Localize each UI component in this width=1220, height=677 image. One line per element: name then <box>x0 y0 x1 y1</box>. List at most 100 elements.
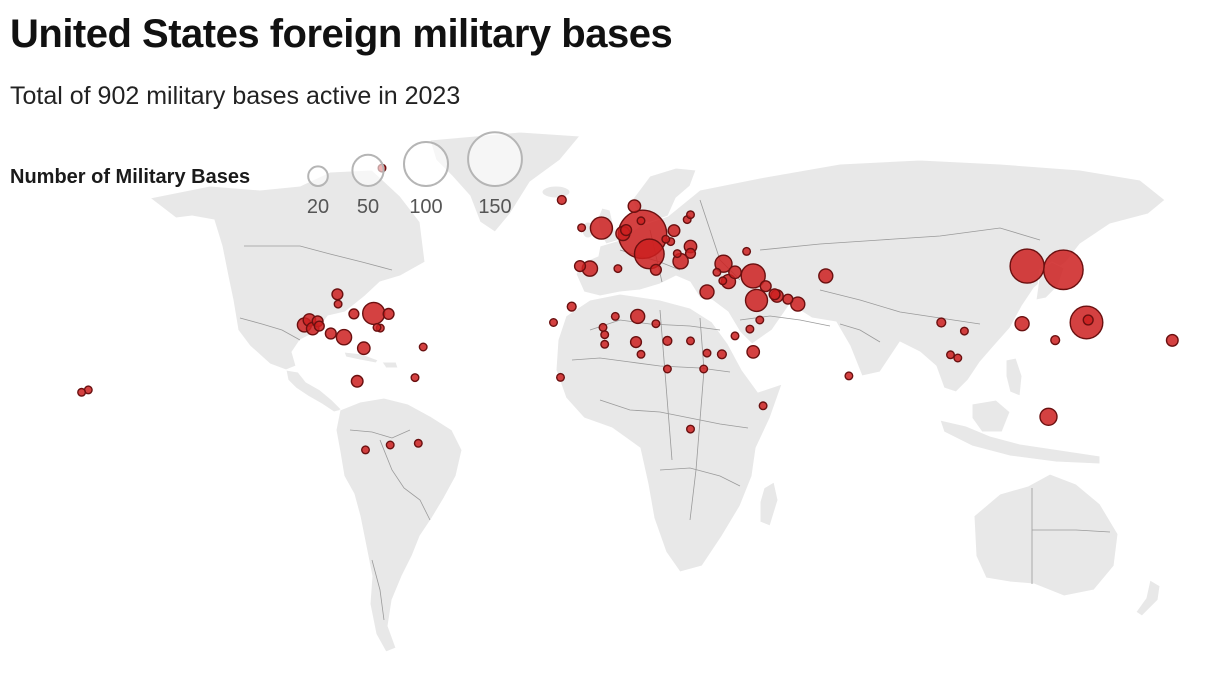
base-bubble[interactable] <box>619 224 633 237</box>
base-bubble[interactable] <box>818 268 834 284</box>
base-bubble[interactable] <box>333 299 343 309</box>
base-bubble[interactable] <box>413 438 423 448</box>
border-russia-china <box>759 227 1041 251</box>
base-bubble[interactable] <box>629 336 643 349</box>
legend-circle-150 <box>467 131 523 188</box>
base-bubble[interactable] <box>636 216 646 226</box>
base-bubble[interactable] <box>1009 248 1045 284</box>
base-bubble[interactable] <box>782 293 794 305</box>
base-bubble[interactable] <box>746 344 761 359</box>
base-bubble[interactable] <box>410 373 420 383</box>
base-bubble[interactable] <box>633 238 665 270</box>
base-bubble[interactable] <box>382 307 395 321</box>
base-bubble[interactable] <box>598 322 608 332</box>
base-bubble[interactable] <box>1039 407 1058 426</box>
base-bubble[interactable] <box>730 331 740 341</box>
base-bubble[interactable] <box>577 223 587 233</box>
base-bubble[interactable] <box>77 387 87 397</box>
base-bubble[interactable] <box>699 284 715 300</box>
landmass-north-america <box>148 169 426 371</box>
base-bubble[interactable] <box>714 254 733 273</box>
border-central-africa <box>599 399 749 429</box>
base-bubble[interactable] <box>702 348 712 358</box>
base-bubble[interactable] <box>684 247 697 260</box>
base-bubble[interactable] <box>728 265 742 280</box>
legend-circles <box>307 131 523 188</box>
base-bubble[interactable] <box>549 318 559 328</box>
base-bubble[interactable] <box>613 264 623 274</box>
base-bubble[interactable] <box>418 342 428 352</box>
base-bubble[interactable] <box>759 280 772 293</box>
base-bubble[interactable] <box>372 322 382 332</box>
base-bubble[interactable] <box>959 326 969 336</box>
border-australia-2 <box>1032 529 1111 533</box>
base-bubble[interactable] <box>651 319 661 329</box>
base-bubble[interactable] <box>718 276 728 286</box>
landmass-hispaniola <box>381 361 399 369</box>
base-bubble[interactable] <box>1014 316 1030 332</box>
border-africa-vertical <box>659 309 673 461</box>
base-bubble[interactable] <box>661 234 671 244</box>
base-bubble[interactable] <box>745 324 755 334</box>
land-masses <box>148 131 1166 653</box>
base-bubble[interactable] <box>686 210 696 220</box>
base-bubble[interactable] <box>699 364 709 374</box>
base-bubble[interactable] <box>385 440 395 450</box>
base-bubble[interactable] <box>667 224 681 238</box>
legend-label-50: 50 <box>356 196 380 218</box>
base-bubble[interactable] <box>350 374 364 388</box>
landmass-iceland <box>541 185 571 199</box>
base-bubble[interactable] <box>742 246 752 256</box>
base-bubble[interactable] <box>566 301 577 312</box>
base-bubble[interactable] <box>331 288 344 301</box>
base-bubble[interactable] <box>573 260 587 273</box>
base-bubble[interactable] <box>662 335 673 347</box>
base-bubble[interactable] <box>1165 333 1179 347</box>
base-bubble[interactable] <box>686 336 696 346</box>
base-bubble[interactable] <box>755 315 765 325</box>
base-bubble[interactable] <box>686 424 696 434</box>
legend-label-100: 100 <box>409 196 443 218</box>
base-bubble[interactable] <box>740 263 766 289</box>
base-bubble[interactable] <box>649 263 663 276</box>
border-canada-usa <box>244 245 393 271</box>
base-bubble[interactable] <box>662 364 672 374</box>
base-bubble[interactable] <box>324 327 337 340</box>
landmass-new-zealand <box>1135 579 1161 617</box>
base-bubble[interactable] <box>630 308 646 325</box>
base-bubble[interactable] <box>556 372 566 382</box>
base-bubble[interactable] <box>1050 335 1061 346</box>
base-bubble[interactable] <box>744 288 769 313</box>
base-bubble[interactable] <box>712 267 722 277</box>
base-bubble[interactable] <box>953 353 963 363</box>
base-bubble[interactable] <box>1043 249 1084 291</box>
base-bubble[interactable] <box>348 308 360 320</box>
base-bubble[interactable] <box>356 341 371 356</box>
base-bubble[interactable] <box>600 339 610 349</box>
base-bubble[interactable] <box>946 350 956 360</box>
base-bubble[interactable] <box>361 445 371 455</box>
base-bubble[interactable] <box>672 249 682 259</box>
base-bubble[interactable] <box>936 317 947 328</box>
base-bubble[interactable] <box>335 328 353 346</box>
base-bubble[interactable] <box>313 320 325 332</box>
base-bubble[interactable] <box>362 301 386 326</box>
base-bubble[interactable] <box>758 401 768 411</box>
base-bubble[interactable] <box>716 349 728 360</box>
landmass-eurasia <box>575 159 1166 393</box>
base-bubble[interactable] <box>790 296 806 312</box>
base-bubble[interactable] <box>768 288 781 301</box>
base-bubble[interactable] <box>844 371 854 381</box>
base-bubble[interactable] <box>610 311 620 321</box>
landmass-borneo <box>971 399 1011 433</box>
legend-circle-50 <box>351 153 385 187</box>
base-bubble[interactable] <box>556 194 567 206</box>
base-bubble[interactable] <box>600 330 610 340</box>
base-bubble[interactable] <box>627 199 642 214</box>
base-bubble[interactable] <box>636 349 646 359</box>
base-bubble[interactable] <box>1082 314 1094 326</box>
base-bubble[interactable] <box>589 216 614 240</box>
landmass-indonesia <box>939 419 1101 465</box>
landmass-australia <box>973 473 1119 597</box>
